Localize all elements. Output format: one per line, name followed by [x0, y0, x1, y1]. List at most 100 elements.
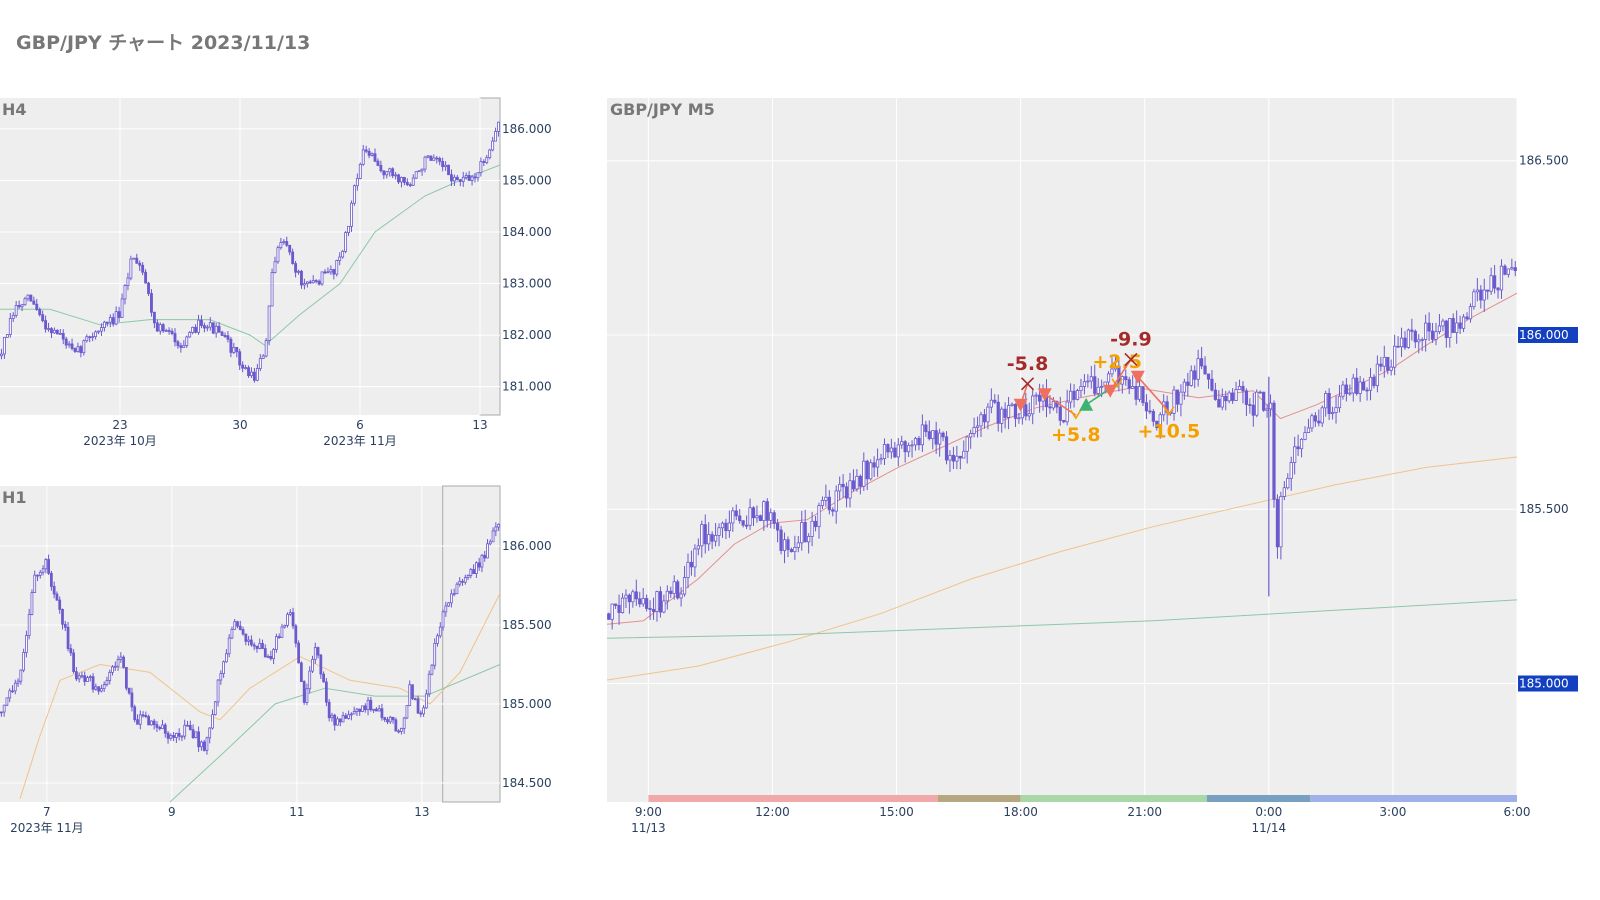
h1-candle [425, 689, 428, 709]
h1-candle [38, 570, 42, 579]
h1-candle [155, 721, 159, 733]
m5-candle [1013, 403, 1018, 427]
h1-y-tick-label: 185.000 [502, 697, 552, 711]
h4-y-tick-label: 186.000 [502, 122, 552, 136]
h4-candle [29, 294, 33, 302]
h4-candle [141, 262, 145, 276]
m5-candle [813, 515, 818, 532]
h1-candle [133, 704, 137, 723]
m5-candle [645, 594, 649, 612]
h1-candle [194, 731, 198, 739]
h4-candle [367, 148, 371, 159]
m5-session-segment [1310, 795, 1517, 802]
m5-candle [865, 459, 869, 491]
h4-candle [397, 173, 400, 185]
h1-candle [361, 705, 364, 713]
exit-cross-marker [1124, 352, 1138, 366]
m5-candle [951, 446, 956, 469]
h4-candle [58, 329, 62, 335]
h1-candle [477, 557, 481, 571]
h4-candle [176, 339, 180, 349]
h1-candle [483, 550, 487, 562]
h1-candle [213, 700, 217, 716]
h1-x-tick-sublabel: 2023年 11月 [10, 821, 84, 835]
m5-candle [982, 408, 987, 429]
trade-line [1044, 393, 1077, 416]
m5-candle [1448, 317, 1452, 348]
m5-candle [1486, 289, 1490, 300]
h1-candle [344, 713, 348, 719]
m5-candle [924, 420, 928, 437]
h1-candle [258, 638, 262, 650]
m5-candle [1206, 373, 1211, 389]
m5-candle [734, 504, 738, 521]
h4-candle [285, 236, 289, 248]
h1-candle [88, 674, 92, 682]
h1-candle [238, 620, 242, 631]
h1-candle [111, 665, 114, 676]
trade-pnl-label: -5.8 [1007, 353, 1049, 375]
h4-candle [314, 279, 318, 284]
m5-candle [1244, 388, 1249, 417]
m5-candle [893, 441, 897, 459]
h1-candle [366, 696, 370, 716]
h1-candle [347, 710, 350, 720]
h4-candle [155, 319, 159, 332]
m5-candle [1386, 356, 1390, 375]
m5-y-tick-label: 185.500 [1519, 502, 1569, 516]
m5-candle [1403, 331, 1407, 350]
m5-candle [917, 435, 921, 451]
h4-candle [414, 171, 418, 179]
m5-candle [1175, 389, 1180, 412]
h4-candle [14, 300, 18, 318]
h4-candle [144, 269, 148, 284]
m5-price-badge [1518, 326, 1578, 343]
h4-candle [91, 332, 95, 342]
m5-candle [1144, 394, 1149, 419]
h4-candle [67, 341, 71, 348]
m5-candle [1348, 384, 1352, 396]
h4-candle [200, 315, 203, 329]
sell-entry-marker [1013, 398, 1028, 412]
h1-candle [430, 664, 434, 676]
m5-candle [1110, 357, 1114, 378]
h1-candle [208, 727, 212, 744]
m5-candle [831, 507, 835, 517]
m5-candle [1344, 378, 1348, 402]
m5-candle [1282, 481, 1286, 501]
h1-candle [286, 612, 289, 628]
m5-candle [972, 417, 976, 438]
h1-candle [436, 633, 439, 647]
m5-candle [682, 565, 687, 597]
h4-candle [458, 179, 462, 187]
h1-candle [116, 655, 120, 671]
h4-candle [73, 347, 77, 354]
h4-candle [347, 225, 350, 237]
h1-candle [300, 661, 303, 683]
h4-candle [294, 261, 298, 278]
h4-candle [70, 338, 74, 351]
m5-candle [1492, 264, 1497, 294]
h4-candle [132, 257, 136, 260]
m5-candle [651, 597, 656, 620]
h4-candle [150, 289, 153, 317]
h4-candle [452, 174, 456, 187]
m5-candle [858, 474, 862, 495]
m5-candle [879, 453, 883, 465]
h1-candle [58, 596, 62, 614]
h4-candle [208, 317, 212, 331]
m5-candle [886, 443, 890, 458]
m5-candle [1455, 310, 1459, 344]
m5-candle [1513, 261, 1517, 277]
h4-candle [100, 323, 103, 336]
m5-candle [1358, 376, 1362, 402]
m5-candle [1420, 337, 1424, 352]
h1-candle [252, 642, 256, 651]
m5-candle [1179, 384, 1183, 417]
h1-candle [486, 539, 489, 559]
m5-moving-average [606, 456, 1518, 681]
exit-cross-marker [1020, 377, 1035, 391]
exit-check-marker [1163, 406, 1175, 417]
h1-candle [147, 714, 150, 726]
h1-candle [269, 650, 273, 661]
